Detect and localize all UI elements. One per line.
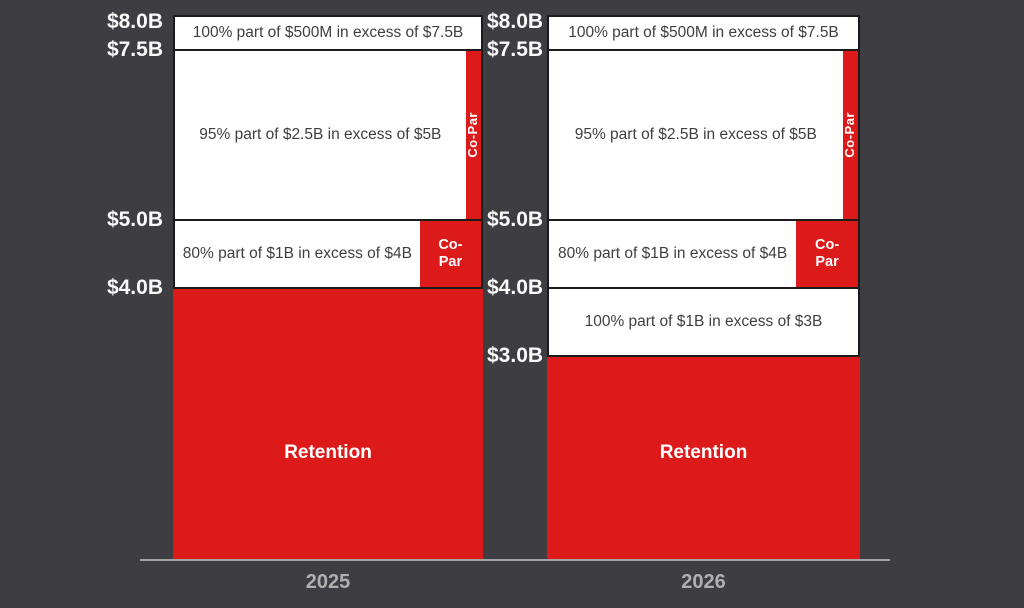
- x-axis-category-label: 2025: [305, 571, 351, 593]
- layer-label: 80% part of $1B in excess of $4B: [558, 244, 788, 262]
- y-axis-tick-label-middle: $3.0B: [487, 344, 544, 367]
- co-par-label: Co-Par: [841, 112, 857, 158]
- retention-box: Retention: [173, 288, 483, 560]
- x-axis-category-label: 2026: [681, 571, 726, 593]
- coverage-layer-box: 100% part of $500M in excess of $7.5B: [547, 15, 860, 51]
- layer-label: 95% part of $2.5B in excess of $5B: [199, 125, 442, 143]
- y-axis-tick-label-middle: $8.0B: [487, 10, 544, 33]
- x-axis-line: [140, 559, 890, 561]
- coverage-layer-box: 80% part of $1B in excess of $4B Co-Par: [173, 219, 483, 289]
- co-par-label: Co-Par: [438, 237, 463, 270]
- co-par-strip: Co-Par: [464, 51, 481, 219]
- retention-box: Retention: [547, 356, 860, 560]
- co-par-label: Co-Par: [464, 112, 480, 158]
- layer-label: 100% part of $500M in excess of $7.5B: [568, 23, 839, 41]
- y-axis-tick-label-middle: $7.5B: [487, 38, 544, 61]
- co-par-strip: Co-Par: [841, 51, 858, 219]
- coverage-layer-box: 80% part of $1B in excess of $4B Co-Par: [547, 219, 860, 289]
- co-par-strip: Co-Par: [419, 221, 481, 287]
- layer-label: 80% part of $1B in excess of $4B: [182, 244, 412, 262]
- y-axis-tick-label-middle: $5.0B: [487, 208, 544, 231]
- y-axis-tick-label-left: $4.0B: [106, 276, 163, 299]
- coverage-layer-box: 100% part of $1B in excess of $3B: [547, 287, 860, 357]
- co-par-label: Co-Par: [815, 237, 840, 270]
- retention-label: Retention: [659, 442, 748, 463]
- co-par-strip: Co-Par: [796, 221, 858, 287]
- y-axis-tick-label-left: $8.0B: [106, 10, 163, 33]
- layer-label: 100% part of $1B in excess of $3B: [584, 312, 823, 330]
- y-axis-tick-label-left: $5.0B: [106, 208, 163, 231]
- y-axis-tick-label-left: $7.5B: [106, 38, 163, 61]
- layer-label: 95% part of $2.5B in excess of $5B: [574, 125, 817, 143]
- coverage-layer-box: 95% part of $2.5B in excess of $5B Co-Par: [547, 49, 860, 221]
- coverage-layer-box: 100% part of $500M in excess of $7.5B: [173, 15, 483, 51]
- coverage-layer-box: 95% part of $2.5B in excess of $5B Co-Par: [173, 49, 483, 221]
- y-axis-tick-label-middle: $4.0B: [487, 276, 544, 299]
- retention-label: Retention: [284, 442, 372, 463]
- layer-label: 100% part of $500M in excess of $7.5B: [192, 23, 464, 41]
